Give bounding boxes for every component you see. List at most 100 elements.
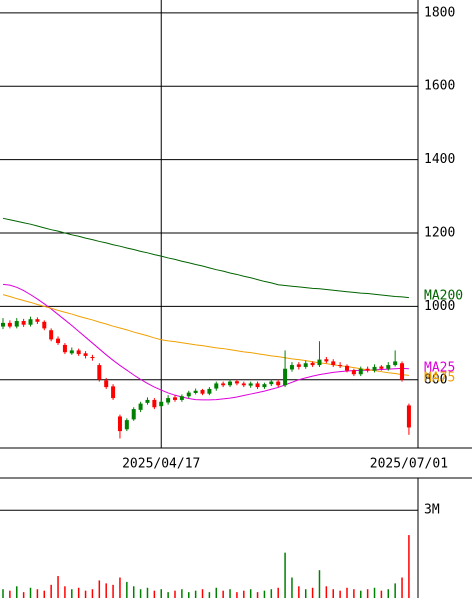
volume-bar [119, 577, 121, 598]
candle-body [303, 363, 308, 367]
volume-bar [153, 590, 156, 598]
candle-body [49, 330, 54, 340]
volume-bar [408, 535, 410, 598]
volume-bar [387, 589, 390, 598]
volume-bar [16, 586, 18, 598]
candle-body [35, 319, 40, 322]
candle-body [117, 416, 122, 432]
candle-body [166, 398, 171, 403]
candle-body [97, 365, 102, 380]
candle-body [90, 357, 95, 359]
volume-bar [284, 552, 286, 598]
volume-bar [98, 580, 101, 598]
volume-bar [243, 590, 245, 598]
volume-bar [9, 590, 11, 598]
candle-body [379, 366, 384, 369]
candle-body [241, 383, 246, 386]
volume-bar [311, 587, 314, 598]
volume-bar [318, 570, 321, 598]
legend-label: MA75 [424, 371, 455, 386]
volume-bar [43, 590, 46, 598]
volume-bar [139, 589, 142, 598]
volume-bar [215, 587, 218, 598]
volume-bar [263, 590, 266, 598]
y-tick-label: 1400 [424, 152, 455, 167]
volume-bar [373, 587, 376, 598]
candle-body [372, 366, 377, 371]
candle-body [62, 344, 67, 353]
volume-bar [298, 586, 300, 598]
volume-bar [112, 584, 114, 598]
y-tick-label: 800 [424, 372, 447, 387]
moving-average-line [2, 283, 409, 401]
candle-body [331, 361, 336, 366]
y-tick-label: 1000 [424, 299, 455, 314]
candle-body [324, 359, 329, 362]
candle-body [296, 364, 301, 367]
candle-body [124, 420, 129, 430]
volume-bar [277, 587, 279, 598]
volume-bar [105, 583, 107, 598]
candle-body [104, 380, 109, 388]
candle-body [269, 381, 274, 385]
y-tick-label: 3M [424, 503, 440, 518]
y-tick-label: 1200 [424, 225, 455, 240]
y-tick-label: 1600 [424, 79, 455, 94]
volume-bar [353, 589, 355, 598]
candle-body [338, 365, 343, 367]
candle-body [159, 401, 164, 407]
volume-bar [360, 590, 362, 598]
candle-body [234, 381, 239, 384]
volume-bar [64, 586, 66, 598]
volume-bar [291, 577, 293, 598]
legend-label: MA200 [424, 289, 463, 304]
candle-body [276, 381, 281, 386]
candle-body [207, 388, 212, 394]
volume-bar [249, 589, 252, 598]
volume-bar [132, 586, 135, 598]
candle-body [21, 321, 26, 325]
volume-bar [126, 581, 128, 598]
volume-bar [160, 589, 162, 598]
candle-body [289, 365, 294, 370]
candle-body [42, 321, 47, 329]
volume-bar [77, 587, 80, 598]
volume-bar [29, 587, 32, 598]
candle-body [14, 321, 19, 327]
candle-body [400, 363, 405, 380]
x-tick-label: 2025/07/01 [370, 457, 448, 472]
candle-body [76, 350, 81, 355]
candle-body [393, 361, 398, 366]
volume-bar [194, 590, 197, 598]
candle-body [358, 368, 363, 375]
candle-body [386, 365, 391, 369]
volume-bar [346, 587, 348, 598]
volume-bar [181, 589, 183, 598]
volume-bar [304, 589, 307, 598]
volume-bar [256, 592, 259, 598]
candle-body [262, 384, 267, 388]
candle-body [248, 383, 253, 386]
candle-body [193, 390, 198, 393]
candle-body [111, 386, 116, 399]
volume-bar [71, 589, 73, 598]
volume-bar [188, 592, 190, 598]
volume-bar [2, 589, 4, 598]
candle-body [56, 338, 61, 344]
volume-bar [394, 583, 396, 598]
volume-bar [174, 590, 176, 598]
candle-body [152, 399, 157, 408]
candle-body [200, 390, 205, 394]
volume-bar [332, 589, 334, 598]
volume-bar [91, 589, 94, 598]
candle-body [345, 365, 349, 371]
x-tick-label: 2025/04/17 [122, 457, 200, 472]
volume-bar [57, 576, 59, 598]
candle-body [228, 381, 233, 386]
candle-body [145, 399, 150, 403]
volume-bar [236, 592, 238, 598]
candle-body [351, 370, 356, 375]
candle-body [317, 359, 322, 366]
candle-body [83, 353, 88, 356]
